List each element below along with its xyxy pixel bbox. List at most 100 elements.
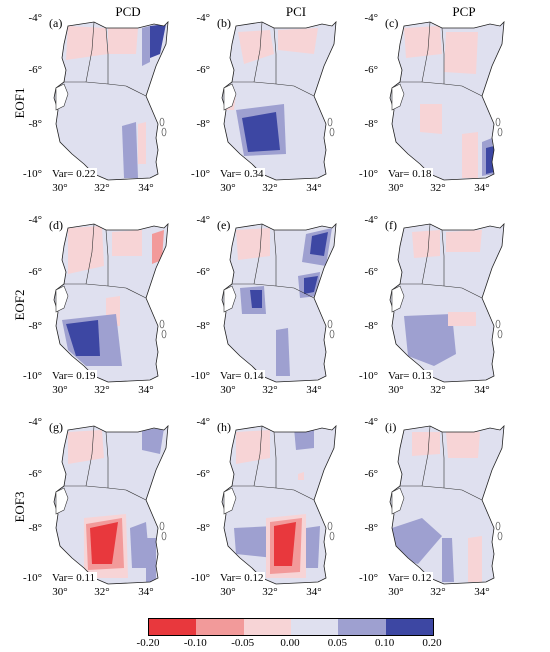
anomaly-region <box>446 230 482 252</box>
map-panel: (a) Var= 0.22 <box>46 14 188 184</box>
map-panel: (c) Var= 0.18 <box>382 14 524 184</box>
island-outline <box>497 329 503 339</box>
map-svg <box>53 20 169 181</box>
anomaly-region <box>306 526 320 568</box>
island-outline <box>161 329 167 339</box>
map-svg <box>221 20 337 181</box>
column-title-pcd: PCD <box>115 4 141 19</box>
y-tick-label: -6° <box>364 64 378 76</box>
y-tick-label: -10° <box>190 572 210 584</box>
anomaly-region <box>122 122 138 178</box>
island-outline <box>159 521 165 531</box>
x-tick-label: 32° <box>262 384 278 396</box>
row-title-eof3: EOF3 <box>12 491 27 523</box>
anomaly-region <box>486 146 494 174</box>
island-outline <box>495 117 501 127</box>
anomaly-region <box>468 536 482 582</box>
y-tick-label: -8° <box>196 522 210 534</box>
region-border <box>441 27 445 84</box>
country-outline <box>53 222 169 383</box>
x-tick-label: 34° <box>138 384 154 396</box>
region-border <box>273 27 277 84</box>
anomaly-region <box>68 226 104 274</box>
anomaly-region <box>236 430 270 464</box>
anomaly-region <box>462 132 478 178</box>
anomaly-region <box>242 112 280 152</box>
colorbar <box>148 618 434 636</box>
lake-outline <box>391 487 405 515</box>
anomaly-region <box>448 312 476 326</box>
y-tick-label: -6° <box>196 64 210 76</box>
country-outline <box>389 222 505 383</box>
colorbar-segment <box>196 619 244 635</box>
anomaly-region <box>276 328 290 376</box>
anomaly-region <box>404 26 442 58</box>
x-tick-label: 32° <box>262 182 278 194</box>
anomaly-region <box>142 428 164 454</box>
y-tick-label: -6° <box>364 266 378 278</box>
map-svg <box>221 222 337 383</box>
x-tick-label: 32° <box>94 384 110 396</box>
x-tick-label: 30° <box>220 384 236 396</box>
anomaly-region <box>304 276 318 294</box>
x-tick-label: 34° <box>138 182 154 194</box>
y-tick-label: -6° <box>28 468 42 480</box>
x-tick-label: 34° <box>474 586 490 598</box>
y-tick-label: -4° <box>196 214 210 226</box>
anomaly-region <box>412 432 440 456</box>
x-tick-label: 30° <box>220 586 236 598</box>
map-svg <box>53 424 169 585</box>
map-panel: (f) Var= 0.13 <box>382 216 524 386</box>
y-tick-label: -4° <box>364 416 378 428</box>
y-tick-label: -8° <box>364 320 378 332</box>
region-border <box>105 229 109 286</box>
anomaly-region <box>90 522 118 564</box>
country-outline <box>389 20 505 181</box>
anomaly-region <box>392 518 442 564</box>
y-tick-label: -4° <box>28 214 42 226</box>
region-border <box>105 27 109 84</box>
x-tick-label: 30° <box>220 182 236 194</box>
y-tick-label: -8° <box>196 118 210 130</box>
variance-label: Var= 0.12 <box>386 572 434 584</box>
column-title-pcp: PCP <box>452 4 476 19</box>
anomaly-region <box>138 122 146 164</box>
x-tick-label: 30° <box>388 384 404 396</box>
x-tick-label: 32° <box>430 182 446 194</box>
map-panel: (e) Var= 0.14 <box>214 216 356 386</box>
panel-label: (e) <box>217 218 231 232</box>
y-tick-label: -10° <box>22 572 42 584</box>
region-border <box>85 223 95 285</box>
anomaly-region <box>66 320 100 356</box>
lake-outline <box>223 83 237 111</box>
y-tick-label: -6° <box>196 266 210 278</box>
island-outline <box>329 127 335 137</box>
y-tick-label: -4° <box>196 416 210 428</box>
colorbar-segment <box>385 619 433 635</box>
y-tick-label: -4° <box>28 416 42 428</box>
panel-label: (c) <box>385 16 399 30</box>
region-border <box>421 21 431 83</box>
map-svg <box>389 20 505 181</box>
anomaly-region <box>274 522 296 566</box>
island-outline <box>329 531 335 541</box>
anomaly-region <box>298 472 304 480</box>
anomaly-region <box>294 428 314 450</box>
map-panel: (h) Var= 0.12 <box>214 418 356 588</box>
y-tick-label: -10° <box>22 370 42 382</box>
anomaly-region <box>112 230 142 256</box>
row-title-eof1: EOF1 <box>12 87 27 119</box>
island-outline <box>329 329 335 339</box>
colorbar-tick-label: 0.05 <box>327 637 347 649</box>
x-tick-label: 32° <box>430 586 446 598</box>
x-tick-label: 30° <box>52 384 68 396</box>
anomaly-region <box>420 104 442 134</box>
colorbar-segment <box>243 619 291 635</box>
panel-label: (f) <box>385 218 397 232</box>
anomaly-region <box>404 314 456 366</box>
country-outline <box>221 222 337 383</box>
y-tick-label: -10° <box>22 168 42 180</box>
x-tick-label: 34° <box>474 384 490 396</box>
panel-label: (g) <box>49 420 63 434</box>
panel-label: (a) <box>49 16 63 30</box>
